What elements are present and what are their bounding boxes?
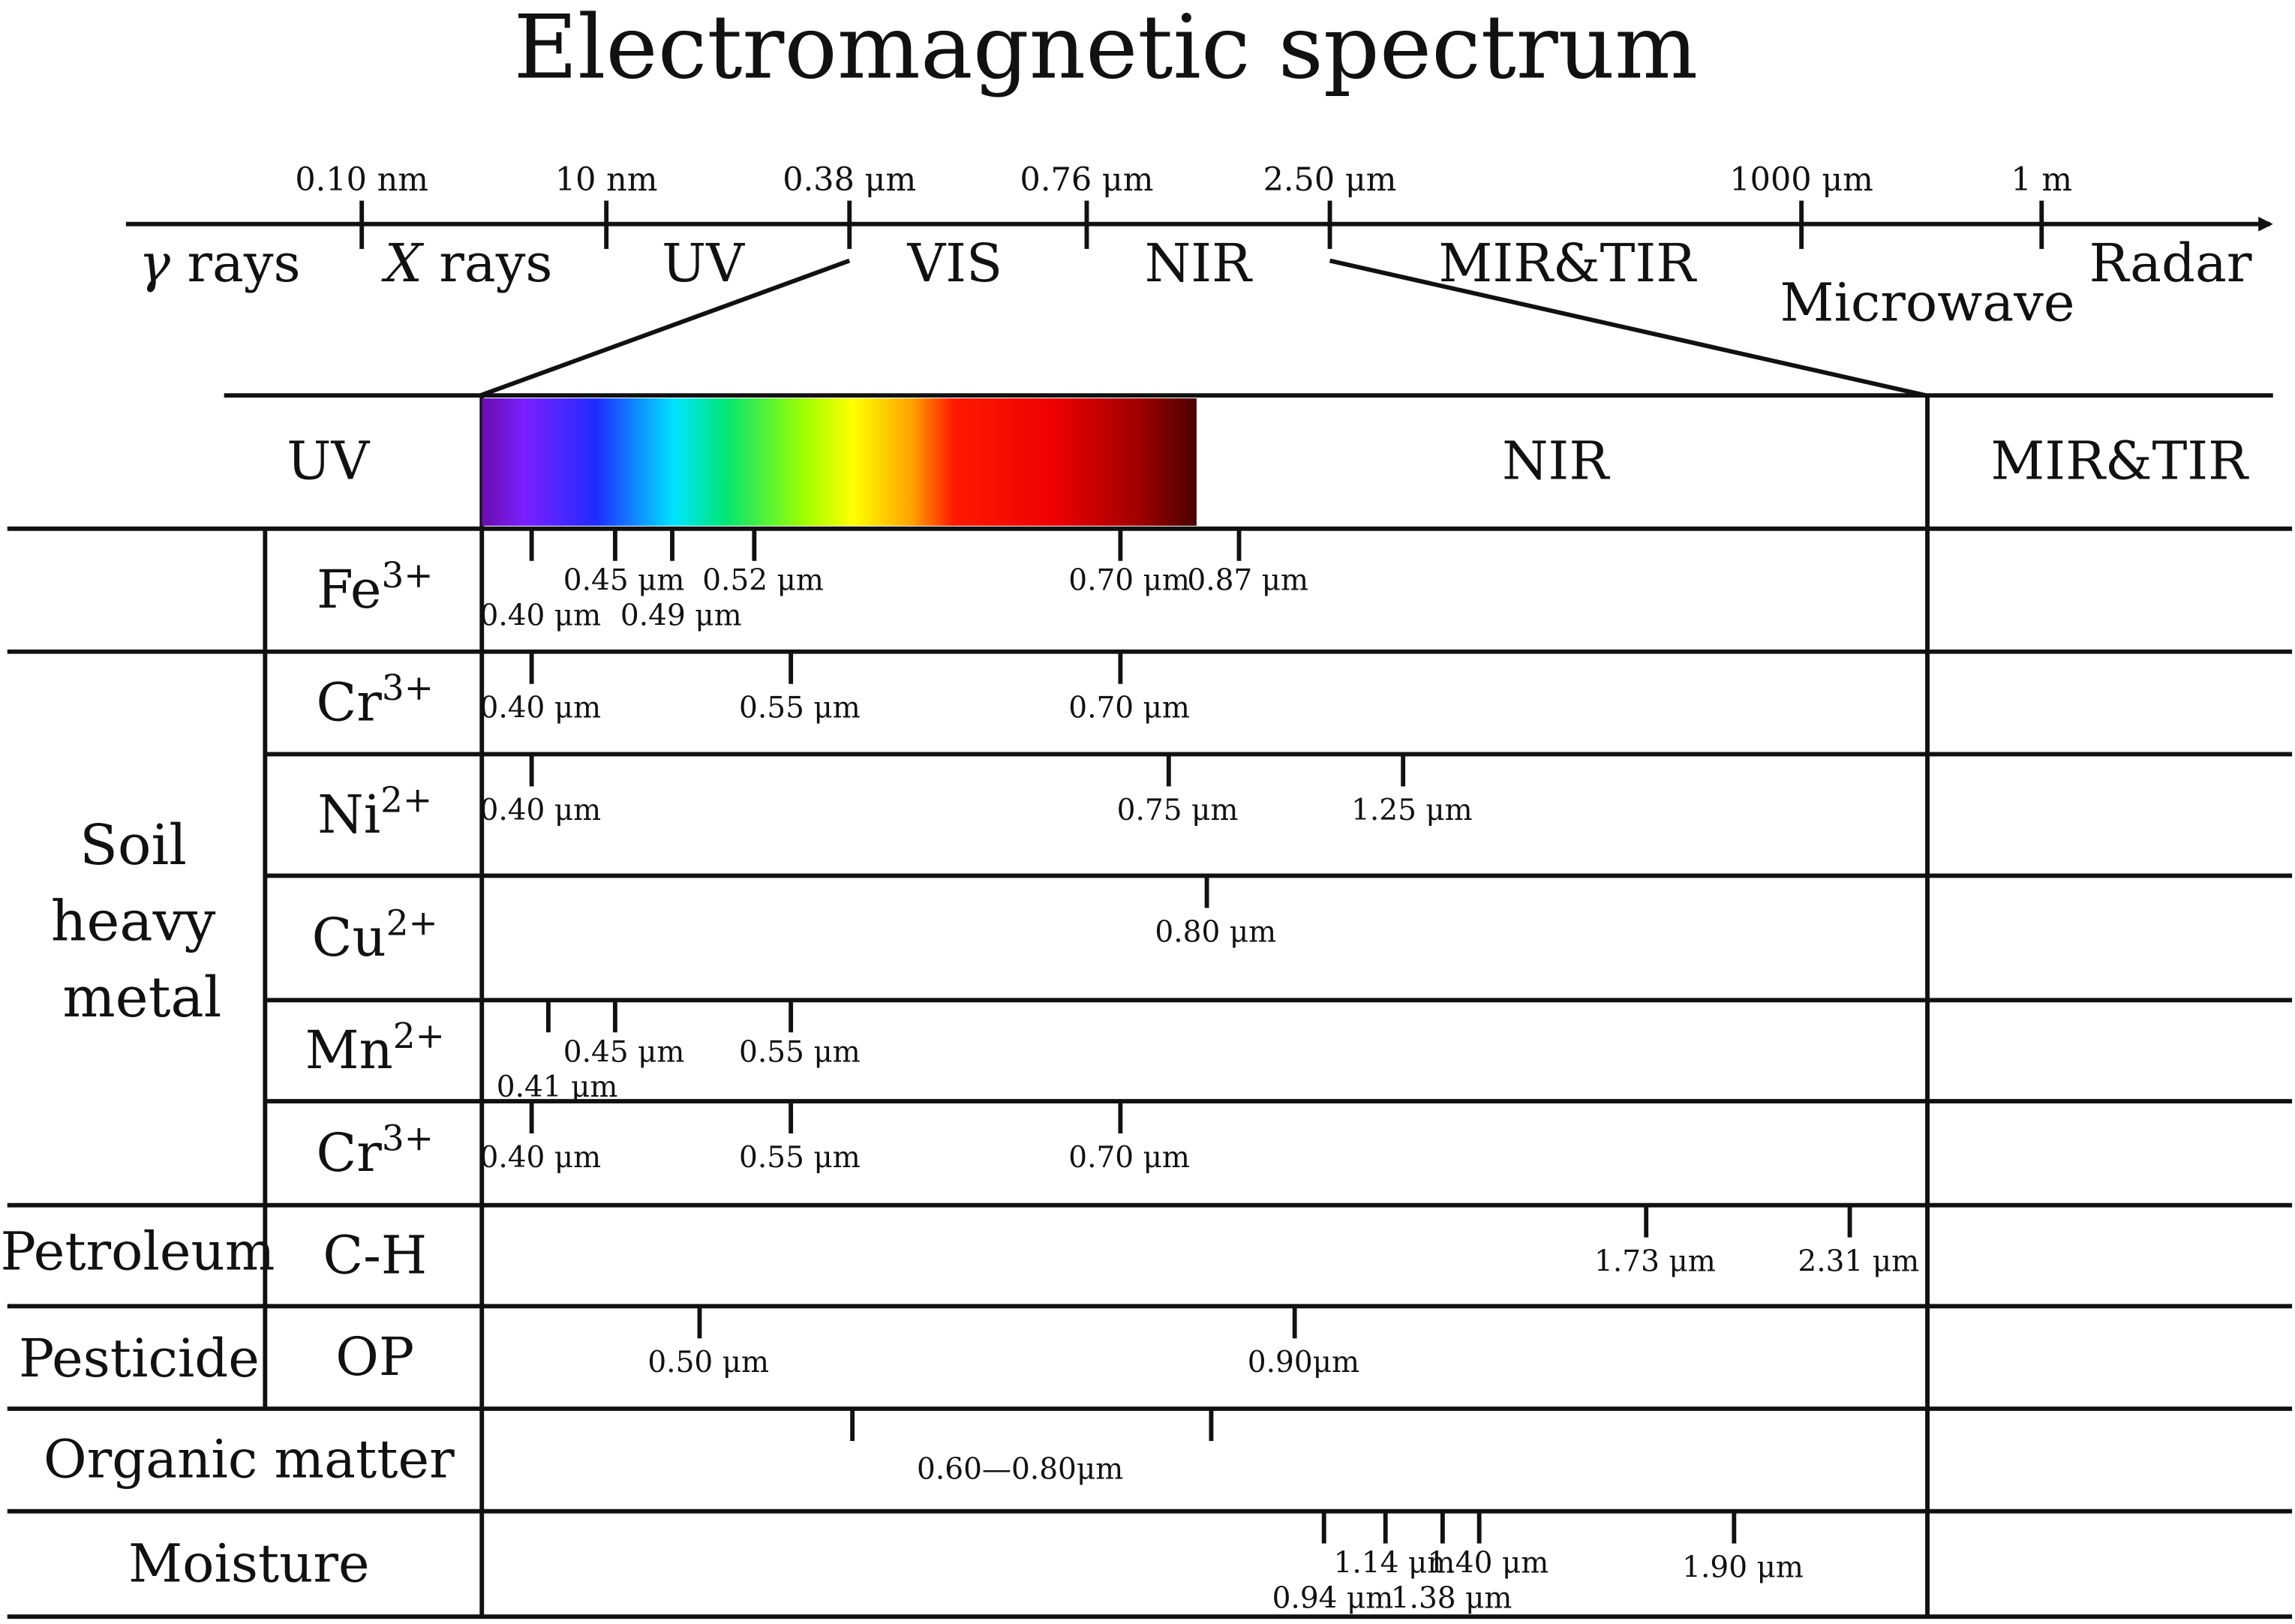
row-label: Ni2+	[317, 781, 432, 845]
absorption-label: 0.70 μm	[1068, 692, 1190, 725]
axis-tick-label: 1 m	[2011, 161, 2072, 199]
absorption-label: 1.73 μm	[1594, 1244, 1716, 1278]
band-label: VIS	[906, 233, 1002, 294]
absorption-label: 0.75 μm	[1117, 794, 1239, 827]
header-nir-label: NIR	[1502, 430, 1610, 491]
band-label: γ rays	[139, 233, 301, 294]
band-label: Microwave	[1780, 272, 2075, 334]
zoom-connector-left	[479, 258, 851, 398]
range-label: 0.60—0.80μm	[917, 1453, 1123, 1487]
absorption-label: 0.40 μm	[479, 599, 601, 633]
row-label: Moisture	[128, 1532, 369, 1594]
page-title: Electromagnetic spectrum	[513, 0, 1698, 99]
visible-spectrum-bar	[482, 398, 1197, 526]
absorption-label: 0.40 μm	[479, 692, 601, 725]
absorption-label: 0.49 μm	[620, 599, 742, 633]
axis-tick-label: 0.38 μm	[783, 161, 916, 199]
absorption-label: 0.55 μm	[739, 1035, 861, 1069]
group-soil-heavy-metal: Soil heavy metal	[51, 813, 233, 1030]
spectrum-axis: 0.10 nm 10 nm 0.38 μm 0.76 μm 2.50 μm 1000 μm…	[125, 161, 2273, 334]
absorption-label: 1.90 μm	[1682, 1550, 1804, 1584]
absorption-label: 1.38 μm	[1391, 1581, 1512, 1615]
band-label: Radar	[2089, 233, 2252, 294]
absorption-label: 2.31 μm	[1798, 1244, 1919, 1278]
band-label: X rays	[381, 233, 553, 294]
absorption-label: 0.87 μm	[1187, 564, 1308, 598]
absorption-label: 0.70 μm	[1068, 564, 1190, 598]
absorption-label: 1.40 μm	[1428, 1547, 1549, 1580]
absorption-label: 0.80 μm	[1155, 915, 1276, 949]
absorption-label: 0.45 μm	[563, 564, 685, 598]
axis-tick-label: 2.50 μm	[1263, 161, 1397, 199]
row-label: OP	[335, 1326, 414, 1388]
band-label: UV	[662, 233, 745, 294]
row-label: Cr3+	[317, 1118, 434, 1183]
absorption-label: 0.41 μm	[497, 1070, 618, 1104]
absorption-label: 0.94 μm	[1272, 1581, 1394, 1615]
absorption-label: 1.25 μm	[1351, 794, 1473, 827]
axis-tick-label: 0.76 μm	[1020, 161, 1154, 199]
header-mir-tir-label: MIR&TIR	[1990, 430, 2249, 491]
axis-tick-label: 0.10 nm	[295, 161, 428, 199]
absorption-label: 1.14 μm	[1334, 1547, 1455, 1580]
axis-tick-label: 1000 μm	[1729, 161, 1873, 199]
axis-tick-label: 10 nm	[555, 161, 658, 199]
row-label: Cu2+	[312, 903, 438, 968]
group-pesticide: Pesticide	[19, 1328, 260, 1389]
absorption-label: 0.45 μm	[563, 1035, 685, 1069]
absorption-label: 0.52 μm	[702, 564, 824, 598]
row-label: C-H	[323, 1224, 427, 1286]
header-uv-label: UV	[287, 430, 370, 491]
absorption-label: 0.90μm	[1248, 1346, 1359, 1379]
absorption-label: 0.55 μm	[739, 1141, 861, 1175]
absorption-label: 0.40 μm	[479, 794, 601, 827]
row-label: Mn2+	[305, 1016, 445, 1081]
zoom-connector-right	[1329, 258, 1927, 398]
absorption-label: 0.55 μm	[739, 692, 861, 725]
band-label: NIR	[1145, 233, 1253, 294]
row-label: Cr3+	[317, 668, 434, 733]
row-label: Fe3+	[317, 556, 434, 620]
table-grid	[7, 393, 2293, 1619]
absorption-label: 0.50 μm	[647, 1346, 769, 1379]
band-label: MIR&TIR	[1438, 233, 1697, 294]
absorption-label: 0.70 μm	[1068, 1141, 1190, 1175]
group-petroleum: Petroleum	[1, 1221, 275, 1283]
row-label: Organic matter	[44, 1429, 455, 1490]
absorption-label: 0.40 μm	[479, 1141, 601, 1175]
